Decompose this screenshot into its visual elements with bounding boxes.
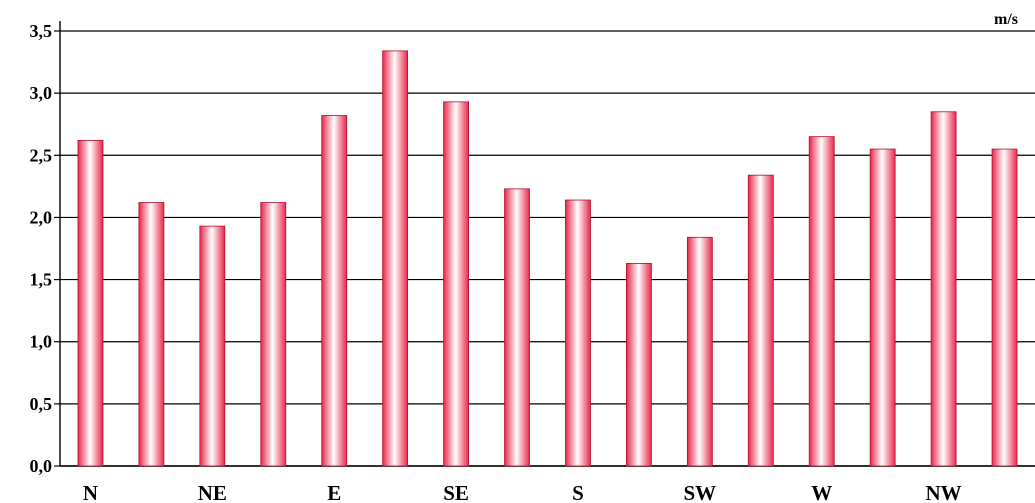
y-tick-label: 1,0: [30, 332, 53, 352]
bar: [321, 115, 348, 467]
category-label: NE: [198, 481, 227, 503]
bar: [869, 148, 896, 467]
bar: [199, 225, 226, 467]
bar: [77, 139, 104, 467]
y-tick-label: 2,0: [30, 207, 53, 227]
bar: [930, 111, 957, 467]
y-tick-label: 0,0: [30, 456, 53, 476]
bar: [565, 199, 591, 467]
bars: [77, 50, 1018, 467]
bar: [443, 101, 469, 467]
y-tick-label: 1,5: [30, 270, 53, 290]
bar: [626, 263, 652, 467]
bar: [504, 188, 530, 467]
y-tick-label: 3,5: [30, 21, 53, 41]
bar: [686, 236, 713, 467]
unit-label: m/s: [994, 11, 1018, 28]
category-label: S: [572, 481, 584, 503]
category-label: SW: [684, 481, 717, 503]
category-label: W: [811, 481, 832, 503]
bar: [260, 202, 287, 467]
category-label: E: [327, 481, 341, 503]
y-tick-label: 2,5: [30, 145, 53, 165]
bar: [382, 50, 409, 467]
bar: [138, 202, 165, 467]
bar: [747, 174, 774, 467]
y-tick-label: 0,5: [30, 394, 53, 414]
category-label: NW: [926, 481, 962, 503]
bar: [991, 148, 1018, 467]
y-tick-labels: 0,0 0,5 1,0 1,5 2,0 2,5 3,0 3,5: [30, 21, 53, 476]
bar: [808, 136, 835, 467]
category-label: SE: [443, 481, 469, 503]
category-labels: N NE E SE S SW W NW: [83, 481, 962, 503]
y-tick-label: 3,0: [30, 83, 53, 103]
category-label: N: [83, 481, 98, 503]
